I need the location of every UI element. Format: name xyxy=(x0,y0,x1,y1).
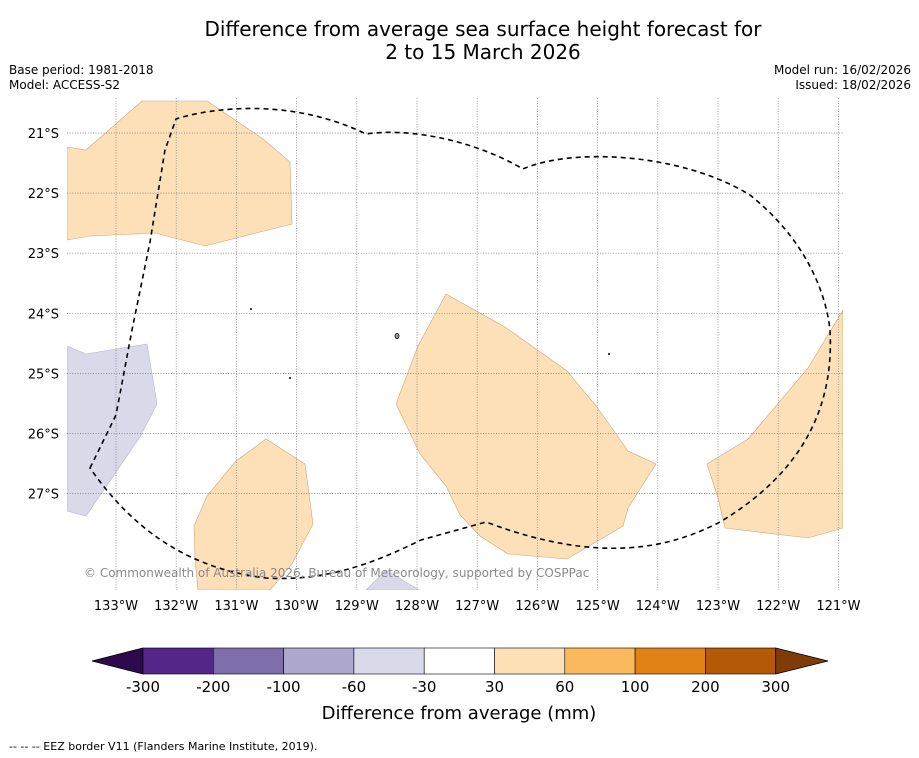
colorbar-tick-label: 100 xyxy=(621,678,650,696)
colorbar-bin xyxy=(283,647,355,675)
longitude-label: 126°W xyxy=(515,599,559,614)
colorbar-tick-label: -200 xyxy=(196,678,230,696)
meta-right: Model run: 16/02/2026 Issued: 18/02/2026 xyxy=(774,63,911,93)
latitude-label: 26°S xyxy=(28,428,59,443)
longitude-label: 133°W xyxy=(94,599,138,614)
island-small-1 xyxy=(250,308,252,310)
anomaly-region-east xyxy=(706,309,843,539)
colorbar-extend-high xyxy=(775,647,829,675)
colorbar-bin xyxy=(423,647,495,675)
colorbar-bin xyxy=(494,647,566,675)
anomaly-region-south xyxy=(193,438,314,590)
anomaly-region-northwest xyxy=(67,100,293,247)
longitude-label: 131°W xyxy=(214,599,258,614)
title-line-2: 2 to 15 March 2026 xyxy=(385,40,581,64)
anomaly-region-west xyxy=(67,343,158,517)
graticule xyxy=(67,98,843,590)
latitude-label: 25°S xyxy=(28,367,59,382)
anomaly-region-bottom xyxy=(365,569,420,590)
colorbar-bin xyxy=(142,647,214,675)
colorbar-title: Difference from average (mm) xyxy=(322,703,597,724)
colorbar-tick-label: 200 xyxy=(691,678,720,696)
longitude-label: 132°W xyxy=(154,599,198,614)
colorbar-tick-label: -100 xyxy=(267,678,301,696)
latitude-labels: 21°S 22°S 23°S 24°S 25°S 26°S 27°S xyxy=(28,127,59,503)
colorbar-extend-low xyxy=(91,647,144,675)
longitude-label: 121°W xyxy=(816,599,860,614)
positive-anomaly-regions xyxy=(67,100,843,590)
longitude-label: 124°W xyxy=(636,599,680,614)
island-small-2 xyxy=(289,377,291,379)
latitude-label: 23°S xyxy=(28,247,59,262)
colorbar-tick-label: -60 xyxy=(342,678,367,696)
island-small-3 xyxy=(608,353,610,355)
eez-border xyxy=(89,107,832,580)
latitude-label: 22°S xyxy=(28,187,59,202)
anomaly-region-central xyxy=(395,293,657,560)
chart-title: Difference from average sea surface heig… xyxy=(0,18,919,64)
longitude-label: 129°W xyxy=(335,599,379,614)
copyright-notice: © Commonwealth of Australia 2026, Bureau… xyxy=(84,566,589,580)
issued-date: Issued: 18/02/2026 xyxy=(795,78,911,92)
negative-anomaly-regions xyxy=(67,343,420,590)
colorbar-bin xyxy=(564,647,636,675)
base-period: Base period: 1981-2018 xyxy=(9,63,154,77)
latitude-label: 24°S xyxy=(28,307,59,322)
colorbar-bin xyxy=(634,647,706,675)
eez-footnote: -- -- -- EEZ border V11 (Flanders Marine… xyxy=(9,740,318,753)
colorbar-bin xyxy=(705,647,777,675)
meta-left: Base period: 1981-2018 Model: ACCESS-S2 xyxy=(9,63,154,93)
colorbar: -300 -200 -100 -60 -30 30 60 100 200 300 xyxy=(91,647,829,696)
islands xyxy=(250,308,610,379)
model-name: Model: ACCESS-S2 xyxy=(9,78,121,92)
map-panel: © Commonwealth of Australia 2026, Bureau… xyxy=(67,98,843,590)
longitude-label: 122°W xyxy=(756,599,800,614)
colorbar-tick-label: 60 xyxy=(555,678,574,696)
latitude-label: 27°S xyxy=(28,488,59,503)
longitude-label: 128°W xyxy=(395,599,439,614)
colorbar-tick-label: 300 xyxy=(761,678,790,696)
island-large xyxy=(394,332,400,339)
colorbar-tick-label: 30 xyxy=(485,678,504,696)
longitude-label: 127°W xyxy=(455,599,499,614)
model-run: Model run: 16/02/2026 xyxy=(773,63,911,77)
colorbar-tick-label: -300 xyxy=(126,678,160,696)
colorbar-tick-label: -30 xyxy=(412,678,437,696)
latitude-label: 21°S xyxy=(28,127,59,142)
longitude-label: 125°W xyxy=(576,599,620,614)
longitude-label: 130°W xyxy=(275,599,319,614)
longitude-label: 123°W xyxy=(696,599,740,614)
title-line-1: Difference from average sea surface heig… xyxy=(204,17,762,41)
longitude-labels: 133°W 132°W 131°W 130°W 129°W 128°W 127°W 126°W… xyxy=(94,599,861,614)
colorbar-bin xyxy=(353,647,425,675)
colorbar-bin xyxy=(213,647,284,675)
